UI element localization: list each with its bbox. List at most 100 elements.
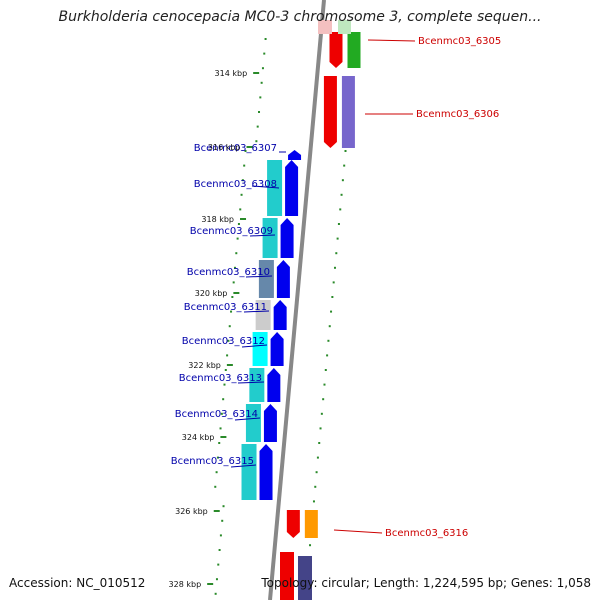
tick-mark [237, 223, 240, 225]
tick-mark [263, 52, 266, 55]
gene-label[interactable]: Bcenmc03_6307 [194, 143, 277, 154]
label-leader [249, 234, 276, 237]
label-leader [333, 529, 383, 534]
tick-mark [339, 208, 342, 211]
tick-mark [226, 354, 229, 357]
gene-label[interactable]: Bcenmc03_6314 [175, 409, 258, 420]
cog-bar [245, 404, 261, 442]
tick-mark [312, 500, 315, 503]
tick-mark [236, 237, 239, 240]
tick-mark [232, 281, 235, 284]
tick-mark [315, 471, 318, 474]
gene-label[interactable]: Bcenmc03_6313 [179, 373, 262, 384]
tick-mark [320, 412, 323, 415]
gene-label[interactable]: Bcenmc03_6306 [416, 109, 499, 120]
tick-mark [218, 549, 221, 551]
gene-features [241, 20, 361, 600]
gene-arrow-forward[interactable] [267, 368, 281, 402]
tick-mark [243, 164, 246, 167]
tick-mark [344, 150, 347, 152]
tick-mark [309, 544, 312, 547]
tick-mark [330, 310, 333, 313]
tick-mark [343, 164, 346, 167]
gene-label[interactable]: Bcenmc03_6308 [194, 179, 277, 190]
tick-mark [256, 125, 259, 128]
tick-mark [337, 223, 340, 225]
tick-mark [222, 505, 225, 508]
tick-mark [322, 398, 325, 401]
gene-label[interactable]: Bcenmc03_6316 [385, 528, 468, 539]
ruler-label: 320 kbp [195, 289, 228, 298]
tick-mark [219, 534, 222, 537]
tick-mark [227, 339, 230, 342]
tick-mark [261, 67, 264, 70]
tick-mark [228, 325, 231, 328]
ruler-label: 328 kbp [169, 580, 202, 589]
gene-arrow-forward[interactable] [263, 404, 277, 442]
ruler-labels: 314 kbp 316 kbp 318 kbp 320 kbp 322 kbp 324 k… [169, 69, 260, 589]
gene-label[interactable]: Bcenmc03_6311 [184, 302, 267, 313]
gene-arrow-reverse[interactable] [323, 76, 337, 148]
tick-mark [216, 456, 219, 459]
gene-arrow-reverse[interactable] [286, 510, 300, 538]
tick-mark [319, 427, 322, 430]
tick-mark [341, 179, 344, 182]
tick-mark [218, 442, 221, 444]
gene-arrow-forward[interactable] [285, 160, 299, 216]
topology-summary: Topology: circular; Length: 1,224,595 bp… [261, 576, 591, 590]
tick-mark [316, 456, 319, 459]
cog-bar [262, 218, 278, 258]
gene-label[interactable]: Bcenmc03_6305 [418, 36, 501, 47]
gene-label[interactable]: Bcenmc03_6312 [182, 336, 265, 347]
tick-mark [219, 427, 222, 430]
label-leader [230, 464, 257, 468]
tick-mark [239, 208, 242, 211]
tick-mark [260, 81, 263, 84]
gene-label[interactable]: Bcenmc03_6315 [171, 456, 254, 467]
tick-mark [264, 38, 267, 40]
tick-mark [328, 325, 331, 328]
tick-mark [255, 140, 258, 143]
tick-mark [327, 339, 330, 342]
tick-mark [215, 471, 218, 474]
gene-arrow-forward[interactable] [270, 332, 284, 366]
sequence-backbone [268, 0, 326, 600]
gene-arrow-forward[interactable] [288, 150, 302, 160]
tick-mark [231, 296, 234, 298]
cog-bar [258, 260, 274, 298]
gene-label[interactable]: Bcenmc03_6309 [190, 226, 273, 237]
tick-mark [214, 485, 217, 488]
tick-mark [235, 252, 238, 255]
gene-arrow-reverse[interactable] [318, 20, 332, 34]
gene-arrow-forward[interactable] [259, 444, 273, 500]
label-leader [251, 185, 280, 189]
tick-mark [324, 369, 327, 371]
tick-mark [336, 237, 339, 240]
label-leader [243, 310, 270, 313]
accession-text: Accession: NC_010512 [9, 576, 146, 590]
cog-bar [304, 510, 318, 538]
ruler-label: 326 kbp [175, 507, 208, 516]
gene-arrow-forward[interactable] [273, 300, 287, 330]
tick-mark [333, 266, 336, 269]
tick-mark [314, 485, 317, 488]
gene-labels: Bcenmc03_6305 Bcenmc03_6306 Bcenmc03_6307 B… [171, 36, 502, 539]
cog-bar [241, 444, 257, 500]
gene-arrow-reverse[interactable] [329, 32, 343, 68]
tick-mark [230, 310, 233, 313]
map-title: Burkholderia cenocepacia MC0-3 chromosom… [58, 9, 542, 25]
tick-mark [258, 111, 261, 113]
gene-arrow-forward[interactable] [280, 218, 294, 258]
cog-bar [338, 20, 351, 34]
gene-arrow-forward[interactable] [276, 260, 290, 298]
tick-mark [221, 519, 224, 522]
cog-bar [341, 76, 355, 148]
tick-mark [244, 150, 247, 152]
tick-mark [217, 563, 220, 566]
tick-mark [259, 96, 262, 99]
gene-arrow-reverse[interactable] [280, 552, 294, 600]
ruler-label: 318 kbp [201, 215, 234, 224]
gene-label[interactable]: Bcenmc03_6310 [187, 267, 270, 278]
